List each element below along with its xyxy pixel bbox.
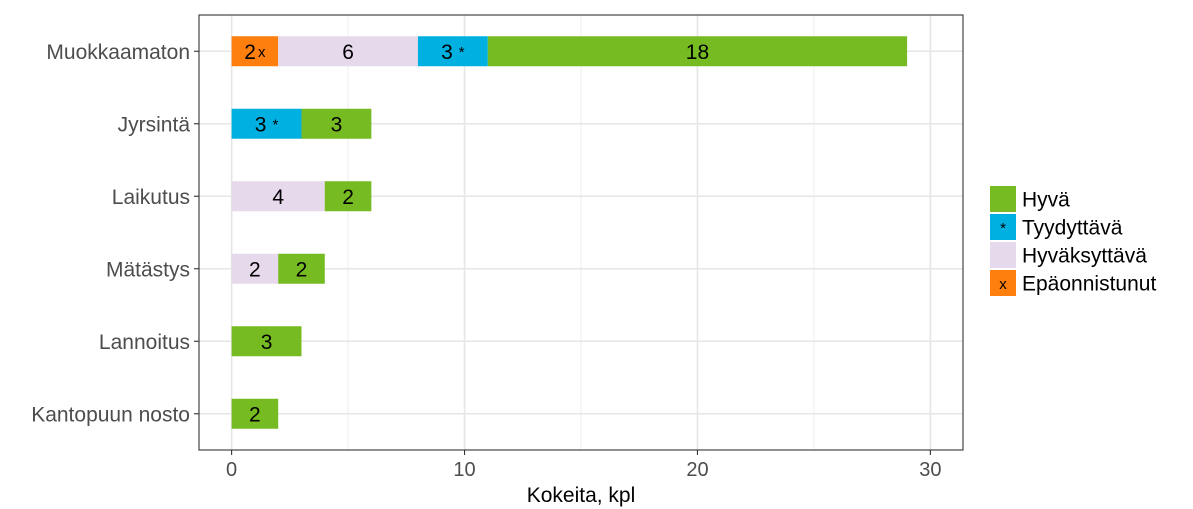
bar-segment bbox=[278, 253, 325, 284]
y-tick-label: Jyrsintä bbox=[118, 113, 191, 136]
data-label: 3 bbox=[261, 331, 273, 354]
legend-key bbox=[990, 214, 1016, 240]
y-tick-label: Kantopuun nosto bbox=[31, 403, 190, 426]
data-label: 4 bbox=[272, 186, 284, 209]
data-label: 2 bbox=[249, 258, 261, 281]
bar-segment bbox=[231, 181, 325, 212]
bar-segment bbox=[231, 36, 279, 67]
y-tick-label: Lannoitus bbox=[99, 331, 190, 354]
legend-key bbox=[990, 186, 1016, 212]
legend-item: x Epäonnistunut bbox=[990, 270, 1156, 296]
data-label: 2 bbox=[249, 403, 261, 426]
data-label: 2 bbox=[296, 258, 308, 281]
bar-segment bbox=[231, 398, 279, 429]
legend-item: Hyvä bbox=[990, 186, 1070, 212]
legend-key bbox=[990, 242, 1016, 268]
x-axis: 0 10 20 30 bbox=[226, 450, 942, 481]
x-tick-label: 0 bbox=[226, 459, 237, 481]
bar-segment bbox=[278, 36, 418, 67]
bar-segment bbox=[487, 36, 908, 67]
legend-label: Hyvä bbox=[1022, 189, 1070, 212]
data-label: 3 * bbox=[441, 41, 465, 64]
bar-segment bbox=[417, 36, 488, 67]
legend-item: Hyväksyttävä bbox=[990, 242, 1147, 268]
series-marker: * bbox=[459, 44, 465, 61]
data-label: 18 bbox=[686, 41, 709, 64]
bar-segment bbox=[231, 253, 279, 284]
y-tick-label: Mätästys bbox=[106, 258, 190, 281]
x-tick-label: 20 bbox=[686, 459, 708, 481]
legend: Hyvä * Tyydyttävä Hyväksyttävä x Epäonnistunu… bbox=[990, 186, 1156, 296]
data-label: 3 * bbox=[255, 113, 279, 136]
x-axis-title: Kokeita, kpl bbox=[527, 484, 636, 507]
y-tick-label: Laikutus bbox=[112, 186, 190, 209]
data-label: 2 bbox=[342, 186, 354, 209]
series-marker: x bbox=[258, 44, 266, 61]
series-marker: * bbox=[272, 116, 278, 133]
legend-key bbox=[990, 270, 1016, 296]
bar-segment bbox=[231, 108, 302, 139]
x-tick-label: 30 bbox=[919, 459, 941, 481]
bar-segment bbox=[324, 181, 372, 212]
legend-item: * Tyydyttävä bbox=[990, 214, 1123, 240]
bars bbox=[231, 36, 908, 429]
legend-marker: x bbox=[999, 276, 1007, 293]
legend-label: Tyydyttävä bbox=[1022, 217, 1123, 240]
y-tick-label: Muokkaamaton bbox=[46, 41, 190, 64]
legend-label: Epäonnistunut bbox=[1022, 273, 1156, 296]
data-label: 3 bbox=[331, 113, 343, 136]
x-tick-label: 10 bbox=[453, 459, 475, 481]
y-axis: Muokkaamaton Jyrsintä Laikutus Mätästys Lann… bbox=[31, 41, 199, 426]
data-label: 6 bbox=[342, 41, 354, 64]
legend-label: Hyväksyttävä bbox=[1022, 245, 1147, 268]
legend-marker: * bbox=[1000, 220, 1006, 237]
bar-segment bbox=[301, 108, 372, 139]
plot-border bbox=[198, 14, 964, 451]
segment-labels: 2 x 6 3 * 18 3 * 3 4 2 2 2 3 2 bbox=[244, 41, 709, 427]
bar-segment bbox=[231, 326, 302, 357]
